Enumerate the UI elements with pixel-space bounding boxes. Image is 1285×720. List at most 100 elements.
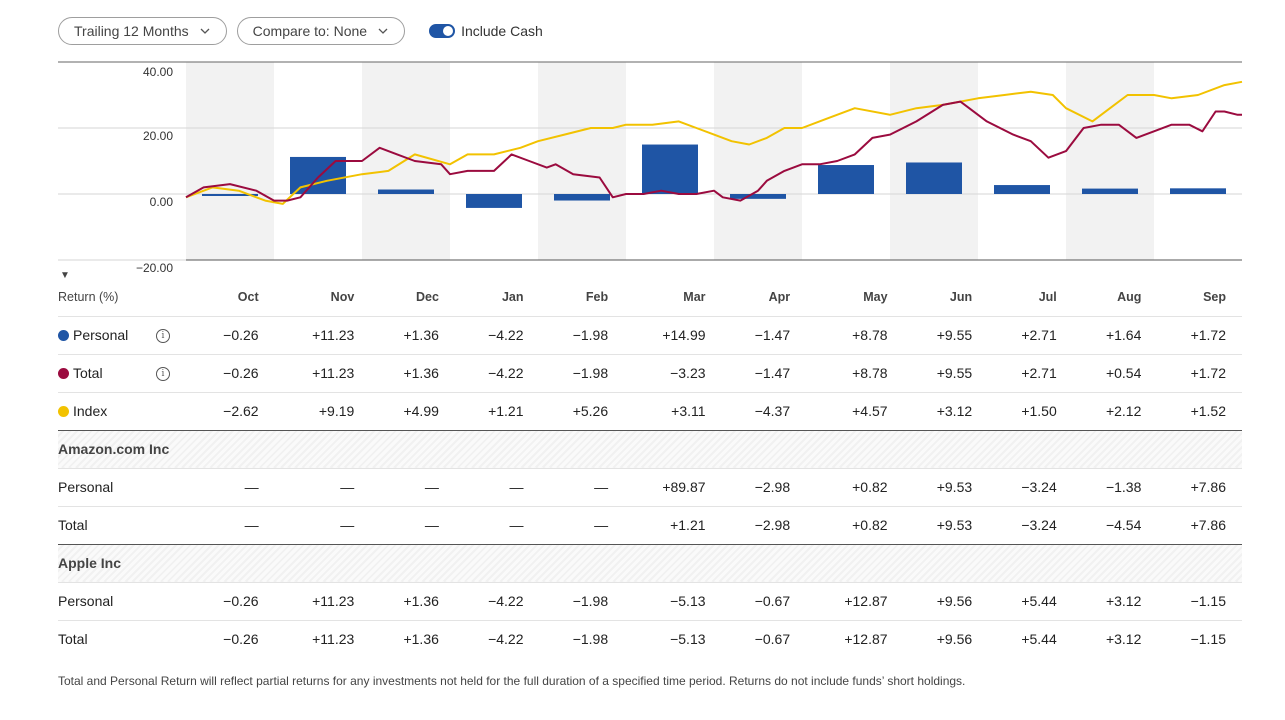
month-band [714,62,802,260]
value-cell: +3.12 [1072,581,1158,620]
value-cell: −2.62 [190,391,275,430]
y-tick-label: 40.00 [143,65,173,79]
include-cash-toggle[interactable]: Include Cash [429,23,543,39]
value-cell: — [370,505,455,544]
total-line [185,100,1242,202]
value-cell: +0.82 [806,505,904,544]
value-cell: +2.71 [988,353,1073,392]
value-cell: +5.26 [539,391,625,430]
y-tick-label: 20.00 [143,129,173,143]
personal-bar [466,194,522,208]
row-label-cell: Total [58,619,190,658]
controls-bar: Trailing 12 Months Compare to: None Incl… [58,16,543,46]
returns-chart: 40.00 20.00 0.00 −20.00 [58,61,1243,275]
value-cell: +5.44 [988,619,1073,658]
value-cell: −0.67 [721,619,807,658]
personal-bar [202,194,258,196]
info-icon[interactable]: i [156,328,170,343]
table-row: Total i −0.26 +11.23 +1.36 −4.22 −1.98 −3.23 −1.… [58,353,1242,392]
value-cell: −1.38 [1072,467,1158,506]
table-row: Personal −0.26 +11.23 +1.36 −4.22 −1.98 −5.13−… [58,581,1242,620]
value-cell: −0.67 [721,581,807,620]
value-cell: −1.98 [539,619,625,658]
value-cell: +9.19 [274,391,371,430]
period-dropdown-label: Trailing 12 Months [74,23,189,39]
section-title: Amazon.com Inc [58,429,1242,468]
section-title: Apple Inc [58,543,1242,582]
value-cell: −1.15 [1157,581,1242,620]
value-cell: +3.12 [903,391,989,430]
value-cell: −5.13 [624,581,722,620]
value-cell: −1.47 [721,353,807,392]
value-cell: −4.22 [454,619,540,658]
value-cell: +9.55 [903,353,989,392]
value-cell: +1.21 [624,505,722,544]
value-cell: −0.26 [190,581,275,620]
value-cell: +4.99 [370,391,455,430]
value-cell: +1.50 [988,391,1073,430]
value-cell: +89.87 [624,467,722,506]
row-label-cell: Personal i [58,315,190,354]
table-row: Personal — — — — — +89.87 −2.98 +0.82 +9.53 −3.24−… [58,467,1242,506]
value-cell: −0.26 [190,315,275,354]
value-cell: +0.54 [1072,353,1158,392]
value-cell: −0.26 [190,353,275,392]
row-label-cell: Personal [58,467,190,506]
month-header: Aug [1117,289,1142,304]
value-cell: −1.98 [539,581,625,620]
month-header: Dec [415,289,439,304]
row-label: Personal [73,327,129,343]
value-cell: +7.86 [1157,467,1242,506]
value-cell: −4.37 [721,391,807,430]
legend-dot [58,368,69,379]
value-cell: +8.78 [806,315,904,354]
value-cell: +7.86 [1157,505,1242,544]
month-header: Mar [683,289,706,304]
toggle-knob [443,26,454,36]
period-dropdown[interactable]: Trailing 12 Months [58,17,227,45]
value-cell: — [190,467,275,506]
month-header: Jan [501,289,524,304]
month-header: Nov [330,289,355,304]
toggle-switch[interactable] [429,24,456,38]
row-label-cell: Index [58,391,190,430]
chevron-down-icon [378,28,388,34]
row-label: Personal [58,593,114,609]
value-cell: −4.54 [1072,505,1158,544]
personal-bar [818,165,874,194]
value-cell: +2.12 [1072,391,1158,430]
personal-bar [906,162,962,194]
value-cell: −0.26 [190,619,275,658]
value-cell: — [190,505,275,544]
row-label: Total [58,517,88,533]
value-cell: +12.87 [806,581,904,620]
month-header: Jun [949,289,973,304]
personal-bar [642,144,698,194]
footnote: Total and Personal Return will reflect p… [58,674,966,688]
value-cell: +1.36 [370,581,455,620]
value-cell: +11.23 [274,315,371,354]
value-cell: +0.82 [806,467,904,506]
value-cell: +3.11 [624,391,722,430]
value-cell: +1.21 [454,391,540,430]
value-cell: — [454,505,540,544]
compare-dropdown[interactable]: Compare to: None [236,17,406,45]
value-cell: +9.55 [903,315,989,354]
month-header: Jul [1038,289,1057,304]
value-cell: +1.36 [370,353,455,392]
section-header-row: Amazon.com Inc [58,429,1242,468]
personal-bar [554,194,610,201]
value-cell: — [539,467,625,506]
value-cell: −1.98 [539,315,625,354]
index-line [185,80,1243,205]
collapse-icon[interactable]: ▼ [60,270,70,281]
value-cell: +9.56 [903,581,989,620]
value-cell: — [370,467,455,506]
personal-bar [378,189,434,194]
info-icon[interactable]: i [156,366,170,381]
personal-bar [994,185,1050,194]
value-cell: +9.56 [903,619,989,658]
value-cell: −4.22 [454,581,540,620]
table-row: Index −2.62 +9.19 +4.99 +1.21 +5.26 +3.11 −4.37… [58,391,1242,430]
value-cell: +11.23 [274,353,371,392]
